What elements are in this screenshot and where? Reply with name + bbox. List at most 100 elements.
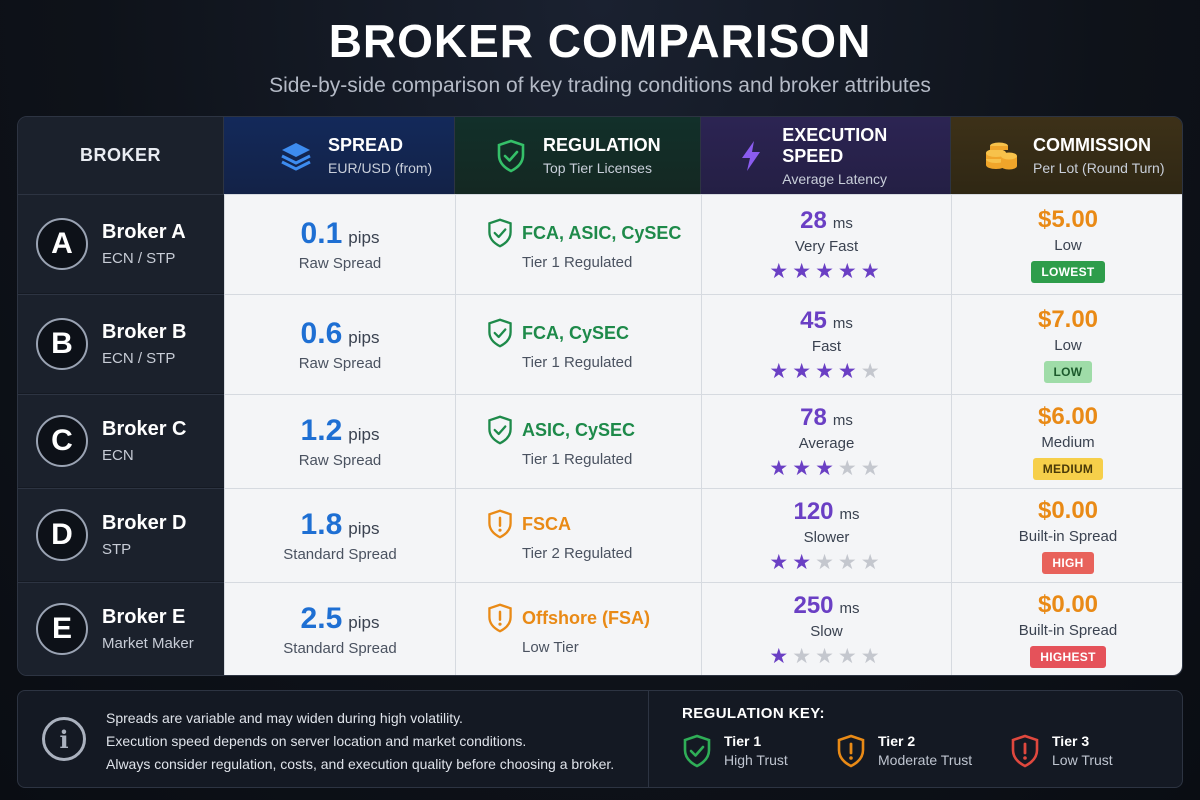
header-execution-sub: Average Latency [782, 170, 888, 187]
star-rating: ★★★★★ [702, 359, 951, 383]
regulation-key-title: REGULATION KEY: [682, 705, 825, 722]
broker-avatar: C [36, 415, 88, 467]
execution-cell: 28 ms Very Fast ★★★★★ [701, 195, 951, 294]
latency-value: 120 [793, 497, 834, 525]
broker-cell: A Broker A ECN / STP [18, 194, 224, 293]
spread-value: 0.6 [300, 317, 343, 350]
speed-label: Slower [803, 528, 850, 546]
regulation-key-item: Tier 1 High Trust [682, 733, 788, 768]
header-spread-title: SPREAD [328, 135, 404, 155]
commission-label: Low [1054, 237, 1082, 254]
spread-type: Standard Spread [283, 640, 397, 657]
tier-name: Tier 1 [724, 733, 762, 749]
header-regulation-title: REGULATION [543, 135, 661, 155]
page-subtitle: Side-by-side comparison of key trading c… [269, 74, 931, 97]
star-empty-icon: ★ [837, 550, 861, 574]
spread-value: 2.5 [300, 602, 343, 635]
broker-name: Broker A [102, 221, 186, 243]
broker-type: ECN / STP [102, 350, 176, 367]
shield-check-icon [486, 318, 514, 348]
regulation-cell: Offshore (FSA) Low Tier [455, 583, 701, 675]
regulation-cell: ASIC, CySEC Tier 1 Regulated [455, 395, 701, 488]
header-spread-sub: EUR/USD (from) [328, 160, 433, 176]
latency-unit: ms [832, 214, 853, 232]
table-row: B Broker B ECN / STP 0.6 pips Raw Spread FCA, … [18, 294, 1182, 394]
table-row: E Broker E Market Maker 2.5 pips Standard Spr… [18, 582, 1182, 675]
cost-badge: LOWEST [1031, 261, 1105, 283]
header-spread: SPREAD EUR/USD (from) [224, 117, 455, 194]
shield-alert-icon [486, 603, 514, 633]
regulation-key-item: Tier 2 Moderate Trust [836, 733, 972, 768]
commission-label: Medium [1041, 434, 1095, 451]
commission-cell: $0.00 Built-in Spread HIGH [951, 489, 1182, 582]
spread-unit: pips [348, 613, 380, 632]
header-execution-title: EXECUTION SPEED [782, 124, 888, 166]
note-line: Spreads are variable and may widen durin… [106, 710, 463, 726]
footer-divider [648, 691, 649, 787]
star-empty-icon: ★ [815, 550, 838, 574]
latency-unit: ms [839, 505, 860, 523]
star-rating: ★★★★★ [702, 550, 951, 574]
star-filled-icon: ★ [815, 359, 838, 383]
broker-avatar: D [36, 509, 88, 561]
spread-value: 1.8 [300, 508, 343, 541]
header-regulation-sub: Top Tier Licenses [543, 160, 652, 176]
regulators: FCA, ASIC, CySEC [522, 222, 682, 243]
broker-cell: D Broker D STP [18, 488, 224, 581]
note-line: Execution speed depends on server locati… [106, 733, 527, 749]
broker-avatar: A [36, 218, 88, 270]
broker-name: Broker D [102, 512, 187, 534]
star-filled-icon: ★ [837, 259, 861, 283]
tier-trust: Low Trust [1052, 752, 1113, 768]
regulation-cell: FCA, ASIC, CySEC Tier 1 Regulated [455, 195, 701, 294]
spread-cell: 1.2 pips Raw Spread [224, 395, 455, 488]
regulation-tier: Tier 2 Regulated [522, 545, 633, 562]
star-empty-icon: ★ [792, 644, 816, 668]
table-row: A Broker A ECN / STP 0.1 pips Raw Spread FCA, … [18, 194, 1182, 294]
star-empty-icon: ★ [860, 644, 884, 668]
commission-cell: $5.00 Low LOWEST [951, 195, 1182, 294]
broker-name: Broker B [102, 321, 187, 343]
commission-value: $0.00 [1037, 497, 1099, 524]
star-filled-icon: ★ [769, 359, 793, 383]
header-regulation: REGULATION Top Tier Licenses [455, 117, 701, 194]
spread-value: 0.1 [300, 217, 343, 250]
star-empty-icon: ★ [815, 644, 838, 668]
commission-cell: $7.00 Low LOW [951, 295, 1182, 394]
star-empty-icon: ★ [860, 550, 884, 574]
cost-badge: MEDIUM [1032, 458, 1104, 480]
star-filled-icon: ★ [860, 259, 884, 283]
star-filled-icon: ★ [792, 550, 816, 574]
execution-cell: 78 ms Average ★★★★★ [701, 395, 951, 488]
spread-cell: 0.1 pips Raw Spread [224, 195, 455, 294]
regulation-tier: Tier 1 Regulated [522, 254, 633, 271]
star-filled-icon: ★ [769, 644, 793, 668]
execution-cell: 120 ms Slower ★★★★★ [701, 489, 951, 582]
commission-label: Low [1054, 337, 1082, 354]
star-rating: ★★★★★ [702, 457, 951, 480]
broker-type: ECN / STP [102, 250, 176, 267]
broker-name: Broker E [102, 606, 186, 628]
commission-cell: $6.00 Medium MEDIUM [951, 395, 1182, 488]
regulation-tier: Tier 1 Regulated [522, 354, 633, 371]
regulators: Offshore (FSA) [522, 607, 650, 628]
commission-label: Built-in Spread [1018, 528, 1118, 545]
spread-type: Raw Spread [298, 255, 382, 272]
star-empty-icon: ★ [837, 644, 861, 668]
speed-label: Fast [811, 337, 842, 355]
latency-value: 45 [800, 306, 827, 334]
star-filled-icon: ★ [792, 359, 816, 383]
latency-unit: ms [832, 314, 853, 332]
execution-cell: 250 ms Slow ★★★★★ [701, 583, 951, 675]
footer-panel: i Spreads are variable and may widen dur… [17, 690, 1183, 788]
footer-notes: Spreads are variable and may widen durin… [106, 707, 614, 776]
star-rating: ★★★★★ [702, 644, 951, 668]
speed-label: Slow [810, 622, 843, 640]
shield-check-icon [486, 415, 514, 445]
tier-name: Tier 3 [1052, 733, 1090, 749]
latency-value: 250 [793, 591, 834, 619]
layers-icon [276, 136, 316, 176]
broker-type: Market Maker [102, 635, 194, 652]
regulation-tier: Low Tier [522, 639, 579, 656]
speed-label: Average [798, 434, 855, 452]
